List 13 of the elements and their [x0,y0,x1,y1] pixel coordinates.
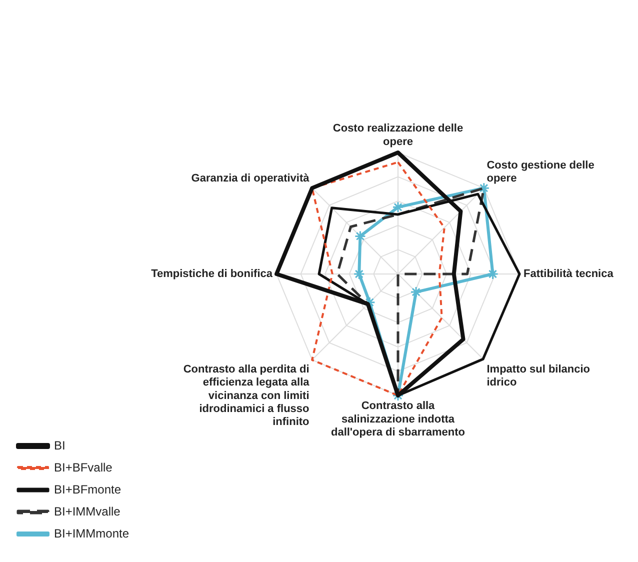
legend-label: BI+BFvalle [54,460,113,474]
spoke-label: Contrasto alla salinizzazione indotta dall'opera di sbarramento [330,400,466,439]
spoke-label: Fattibilità tecnica [524,268,614,280]
legend-label: BI+IMMmonte [54,526,130,540]
legend-label: BI [54,438,66,452]
spoke-label: Contrasto alla perdita di efficienza legata alla vicinanza con limiti idrodinamici a flusso infinito [183,363,310,428]
spoke-label: Costo realizzazione delle opere [332,122,464,148]
spoke-label: Costo gestione delle opere [486,159,594,185]
spoke-label: Impatto sul bilancio idrico [486,363,590,389]
legend-label: BI+BFmonte [54,482,122,496]
spoke-label: Garanzia di operatività [191,172,310,185]
spoke-label: Tempistiche di bonifica [151,268,274,280]
legend-label: BI+IMMvalle [54,504,121,518]
